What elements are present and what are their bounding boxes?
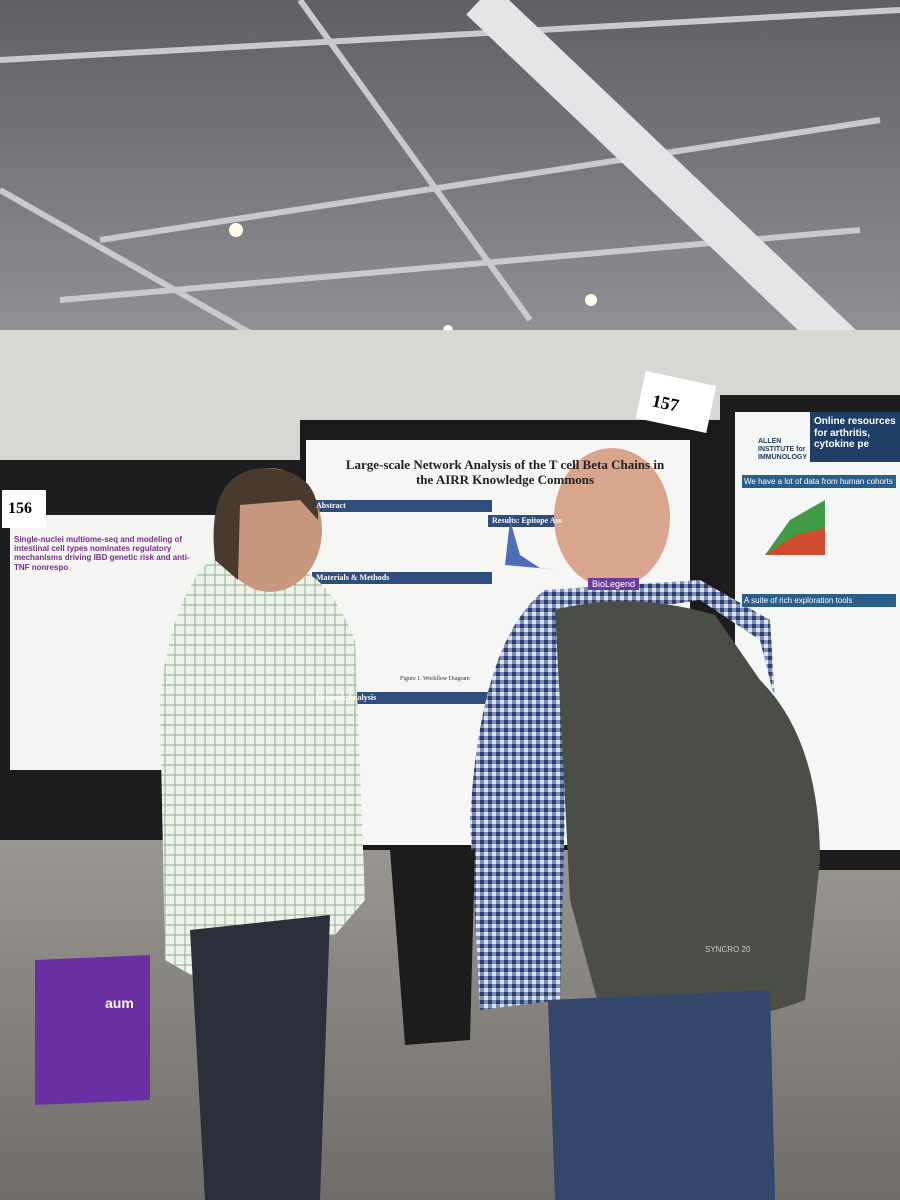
person-jeans [548,990,775,1200]
person-jeans [190,915,330,1200]
section-heading: Network Analysis [316,693,377,702]
duct [466,0,900,405]
person-head [554,448,670,588]
number-card [635,371,717,433]
backpack-label: SYNCRO 20 [705,945,751,954]
person-shirt [470,580,775,1010]
person-hair [213,468,319,580]
poster-title: Single-nuclei multiome-seq and modeling … [14,535,190,572]
bag-logo: aum [105,995,134,1011]
poster-figure [505,520,560,570]
poster-header-band [312,500,492,512]
person-shirt [160,560,365,980]
backpack [555,601,820,1023]
section-heading: Abstract [316,501,346,510]
figure-caption: Figure 1. Workflow Diagram [400,676,470,682]
poster-title: Large-scale Network Analysis of the T ce… [345,457,665,487]
section-heading: We have a lot of data from human cohorts [742,475,896,489]
poster-number: 156 [8,500,32,517]
poster-header-band [810,412,900,462]
institute-logo: ALLEN INSTITUTE for IMMUNOLOGY [758,438,807,462]
tote-bag [35,955,150,1105]
number-card [2,490,46,528]
poster-title: Online resources for arthritis, cytokine… [814,416,896,450]
section-heading: A suite of rich exploration tools [742,594,896,608]
lanyard-badge: BioLegend [588,578,640,591]
poster-figure [765,528,825,555]
section-heading: Results: Epitope Ass [492,516,562,525]
background-person [390,850,475,1045]
section-heading: Materials & Methods [316,573,390,582]
poster-header-band [312,572,492,584]
